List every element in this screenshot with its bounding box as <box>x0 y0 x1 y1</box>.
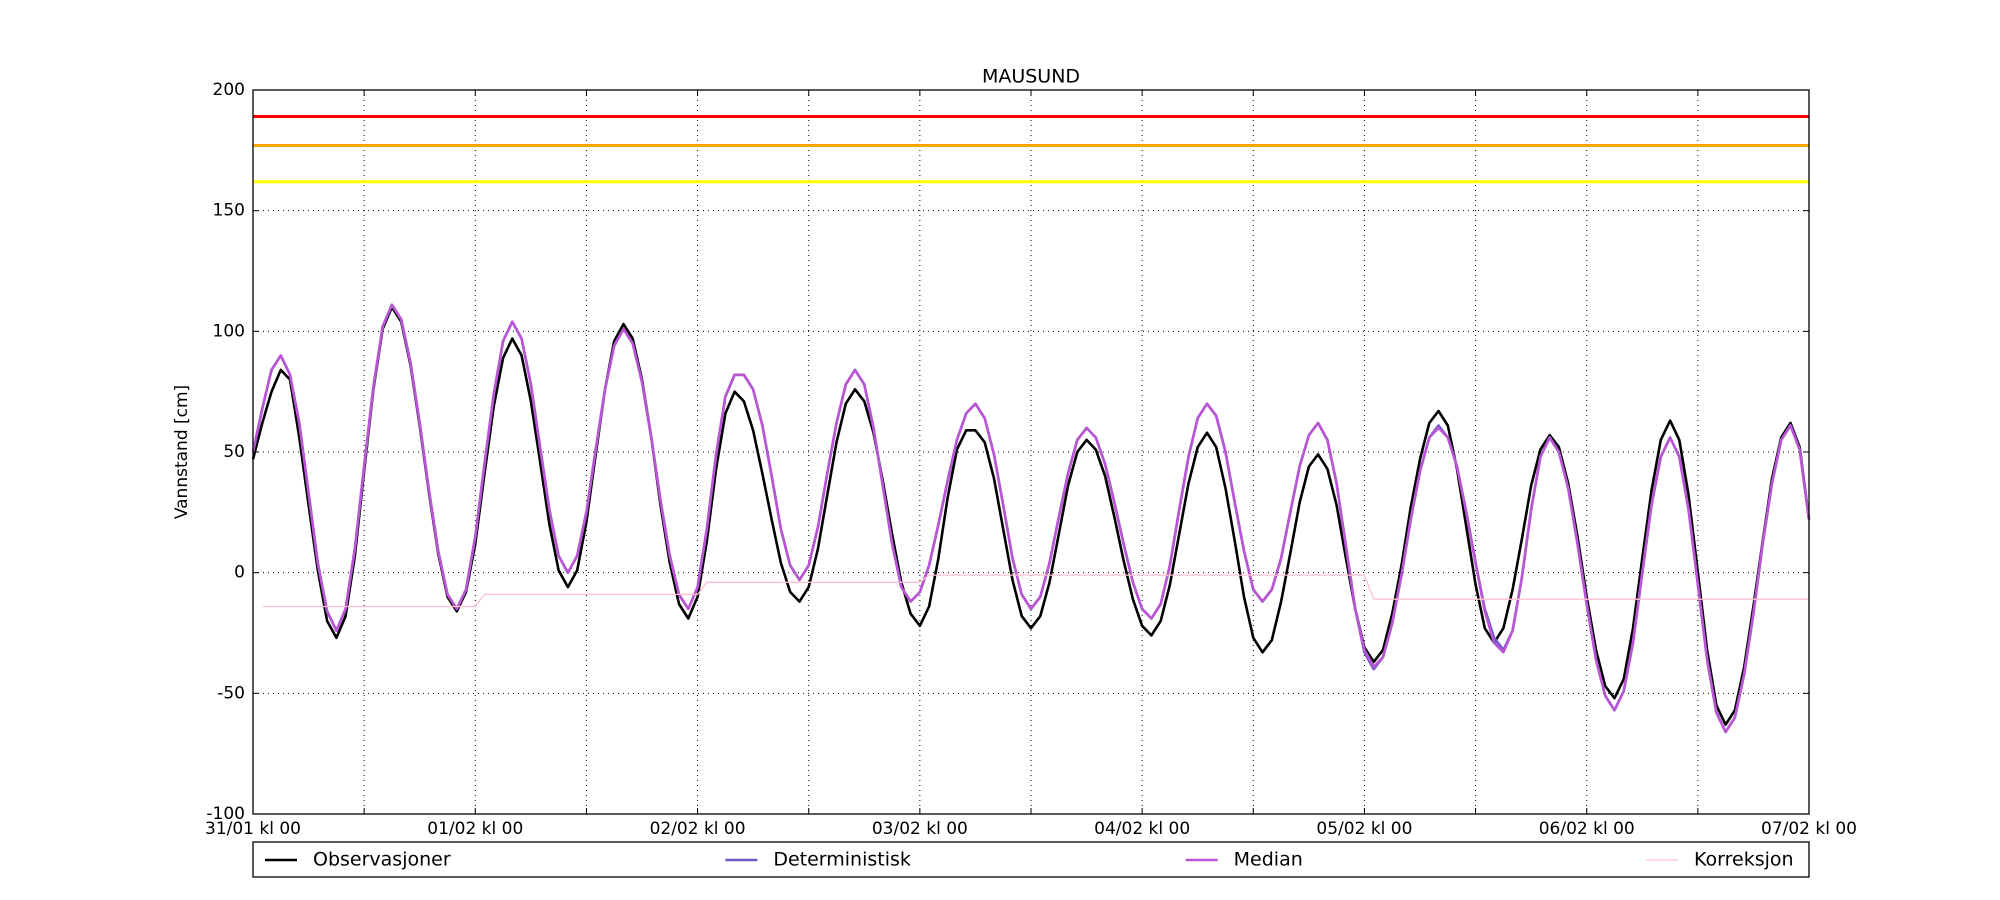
legend-box <box>252 841 1810 878</box>
x-tick-label: 06/02 kl 00 <box>1539 819 1635 839</box>
x-tick-label: 02/02 kl 00 <box>650 819 746 839</box>
y-tick-label: 50 <box>223 442 245 462</box>
y-tick-label: -50 <box>217 683 245 703</box>
x-tick-label: 31/01 kl 00 <box>205 819 301 839</box>
y-tick-label: 0 <box>234 563 245 583</box>
x-tick-label: 07/02 kl 00 <box>1761 819 1857 839</box>
y-tick-label: 150 <box>213 201 245 221</box>
y-axis-label: Vannstand [cm] <box>172 385 192 519</box>
x-tick-label: 05/02 kl 00 <box>1316 819 1412 839</box>
legend-label: Korreksjon <box>1694 849 1794 871</box>
y-tick-label: 200 <box>213 80 245 100</box>
legend-label: Deterministisk <box>773 849 911 871</box>
x-tick-label: 01/02 kl 00 <box>427 819 523 839</box>
y-tick-label: 100 <box>213 321 245 341</box>
series-line <box>262 574 1809 608</box>
legend-label: Observasjoner <box>313 849 451 871</box>
legend-label: Median <box>1234 849 1303 871</box>
y-tick-label: -100 <box>206 804 245 824</box>
chart-title: MAUSUND <box>982 66 1080 88</box>
x-tick-label: 03/02 kl 00 <box>872 819 968 839</box>
series-line <box>251 305 1811 726</box>
series-line <box>251 303 1811 734</box>
x-tick-label: 04/02 kl 00 <box>1094 819 1190 839</box>
plot-frame <box>252 89 1810 815</box>
